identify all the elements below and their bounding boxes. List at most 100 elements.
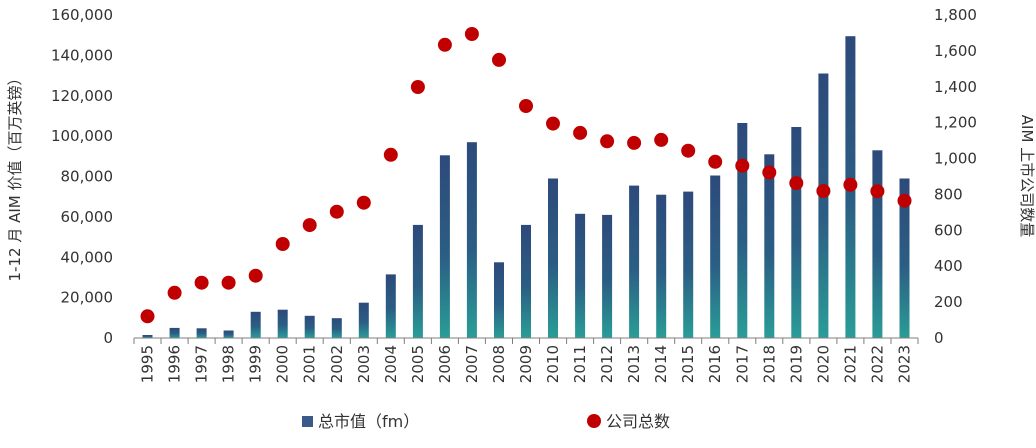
x-tick-label: 1998 — [220, 345, 238, 383]
bar-2022 — [872, 150, 883, 338]
dot-series — [140, 27, 912, 324]
x-tick-label: 2008 — [490, 345, 508, 383]
legend-dot-swatch — [587, 414, 601, 428]
y-axis-ticks: 0 20,000 40,000 60,000 80,000 100,000 120,000 1… — [51, 6, 113, 347]
x-tick-label: 2007 — [463, 345, 481, 383]
y2-tick-label: 200 — [934, 293, 963, 311]
bar-2001 — [304, 315, 315, 338]
bar-2006 — [439, 155, 450, 338]
x-tick-label: 1995 — [139, 345, 157, 383]
dot-2011 — [573, 125, 588, 140]
x-tick-label: 2018 — [760, 345, 778, 383]
y-tick-label: 140,000 — [51, 46, 113, 64]
bar-1998 — [223, 330, 234, 338]
x-axis-ticks: 1995 1996 1997 1998 1999 2000 2001 2002 2003 2004… — [133, 338, 919, 383]
bar-2003 — [358, 302, 369, 338]
x-tick-label: 2021 — [841, 345, 859, 383]
x-tick-label: 1999 — [247, 345, 265, 383]
bar-2019 — [791, 127, 802, 338]
dot-2015 — [681, 143, 696, 158]
bar-2011 — [575, 213, 586, 338]
x-tick-label: 2020 — [814, 345, 832, 383]
y-tick-label: 100,000 — [51, 127, 113, 145]
dot-2023 — [897, 193, 912, 208]
x-tick-label: 2019 — [787, 345, 805, 383]
dot-2001 — [302, 218, 317, 233]
x-tick-label: 2012 — [598, 345, 616, 383]
bar-2000 — [277, 309, 288, 338]
dot-2016 — [708, 154, 723, 169]
y2-tick-label: 400 — [934, 257, 963, 275]
dot-2006 — [437, 37, 452, 52]
bar-2004 — [385, 274, 396, 338]
dot-2008 — [492, 52, 506, 67]
x-tick-label: 2010 — [544, 345, 562, 383]
y2-tick-label: 600 — [934, 221, 963, 239]
y-tick-label: 120,000 — [51, 87, 113, 105]
dot-2007 — [464, 27, 479, 41]
x-tick-label: 2006 — [436, 345, 454, 383]
bar-2007 — [466, 142, 477, 338]
dot-1997 — [194, 275, 209, 290]
x-tick-label: 2017 — [733, 345, 751, 383]
bar-2009 — [521, 224, 531, 338]
bar-1995 — [142, 335, 153, 338]
legend-bar-swatch — [302, 416, 313, 427]
legend: 总市值（fm） 公司总数 — [302, 412, 670, 431]
dot-2012 — [600, 134, 615, 149]
legend-bar-label: 总市值（fm） — [318, 412, 419, 431]
dot-2019 — [789, 176, 804, 191]
dot-2021 — [843, 177, 858, 192]
y2-tick-label: 1,600 — [934, 42, 977, 60]
dot-2009 — [519, 99, 533, 113]
bar-2023 — [899, 178, 910, 338]
dot-1995 — [140, 309, 155, 324]
bar-2002 — [331, 318, 342, 338]
bar-2020 — [818, 73, 829, 338]
y-tick-label: 0 — [103, 329, 113, 347]
bar-2010 — [548, 178, 558, 338]
x-tick-label: 2014 — [652, 345, 670, 383]
y-tick-label: 40,000 — [61, 248, 114, 266]
y2-tick-label: 800 — [934, 185, 963, 203]
y-axis-label: 1-12 月 AIM 价值（百万英镑） — [6, 71, 24, 282]
x-tick-label: 2002 — [328, 345, 346, 383]
bar-2015 — [683, 191, 694, 338]
x-tick-label: 2004 — [382, 345, 400, 383]
bar-2018 — [764, 154, 775, 338]
x-tick-label: 2003 — [355, 345, 373, 383]
bar-2008 — [494, 262, 504, 338]
x-tick-label: 2022 — [868, 345, 886, 383]
bar-2005 — [412, 224, 423, 338]
x-tick-label: 2000 — [274, 345, 292, 383]
dot-2020 — [816, 184, 831, 198]
y2-axis-ticks: 0 200 400 600 800 1,000 1,200 1,400 1,600 1,800 — [934, 6, 977, 347]
dot-2004 — [383, 147, 398, 162]
dot-1999 — [248, 268, 263, 283]
y2-tick-label: 1,000 — [934, 150, 977, 168]
y2-tick-label: 1,400 — [934, 78, 977, 96]
x-tick-label: 2005 — [409, 345, 427, 383]
bar-1996 — [169, 327, 180, 338]
y2-tick-label: 0 — [934, 329, 944, 347]
bar-1999 — [250, 311, 261, 338]
bar-2017 — [737, 123, 748, 338]
bar-2012 — [602, 214, 613, 338]
x-tick-label: 1997 — [193, 345, 211, 383]
dot-2010 — [546, 116, 560, 131]
dot-2002 — [329, 204, 344, 219]
dot-2022 — [870, 184, 885, 199]
dot-2018 — [762, 165, 777, 180]
dot-1996 — [167, 285, 182, 300]
y-tick-label: 160,000 — [51, 6, 113, 24]
bar-2016 — [710, 175, 721, 338]
bar-1997 — [196, 328, 207, 338]
dot-2013 — [627, 135, 642, 150]
y2-tick-label: 1,800 — [934, 6, 977, 24]
bar-2013 — [629, 185, 640, 338]
legend-dot-label: 公司总数 — [606, 412, 670, 431]
bar-2014 — [656, 194, 667, 338]
y2-axis-label: AIM 上市公司数量 — [1018, 115, 1036, 237]
x-tick-label: 2016 — [706, 345, 724, 383]
